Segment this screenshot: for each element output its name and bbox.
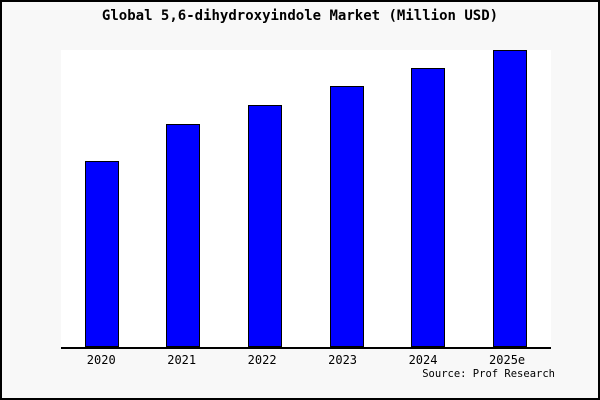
x-tick-label-2021: 2021 [167, 353, 197, 367]
x-tick-label-2025e: 2025e [489, 353, 526, 367]
bar-2020 [84, 161, 119, 347]
x-tick-label-2022: 2022 [247, 353, 277, 367]
bar-2021 [166, 124, 201, 347]
x-tick-label-2023: 2023 [328, 353, 358, 367]
x-tick-label-2024: 2024 [408, 353, 438, 367]
bar-2023 [329, 86, 364, 347]
chart-title: Global 5,6-dihydroxyindole Market (Milli… [101, 8, 499, 24]
bars-container [61, 50, 551, 347]
bar-2022 [248, 105, 283, 347]
plot-area [61, 50, 551, 349]
source-credit: Source: Prof Research [422, 368, 555, 380]
bar-2024 [411, 68, 446, 347]
x-tick-label-2020: 2020 [86, 353, 116, 367]
x-axis-tick-labels: 2020 2021 2022 2023 2024 2025e [61, 353, 551, 367]
bar-2025e [493, 50, 528, 347]
